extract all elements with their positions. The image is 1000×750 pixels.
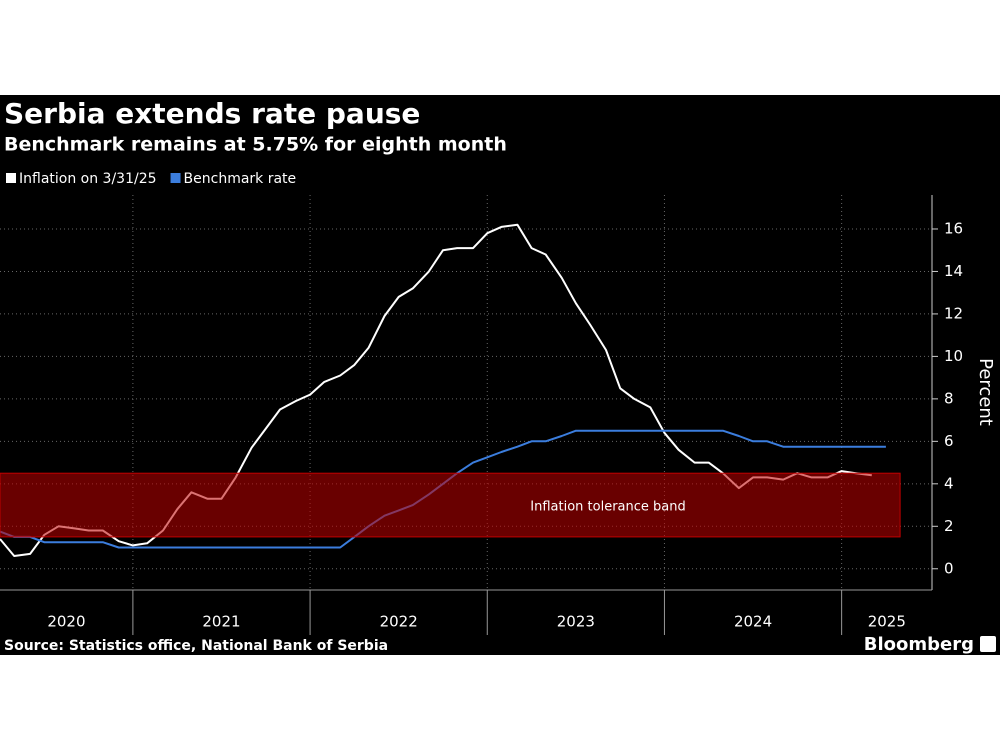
legend-swatch [170,173,181,183]
chart-subtitle: Benchmark remains at 5.75% for eighth mo… [4,134,507,156]
x-tick-label: 2022 [380,613,418,631]
tolerance-band [0,472,901,538]
y-axis-label: Percent [975,358,996,426]
axes: 0 2 4 6 8 10 12 14 16 Percent 2020 2021 2022 2023 2024… [0,195,996,635]
legend-swatch [6,173,16,183]
band-label: Inflation tolerance band [530,500,685,515]
y-tick-label: 12 [944,304,963,322]
source: Source: Statistics office, National Bank… [4,638,388,654]
y-tick-label: 16 [944,219,963,237]
x-tick-label: 2020 [47,613,85,631]
legend: Inflation on 3/31/25 Benchmark rate [6,171,296,187]
x-tick-label: 2021 [202,613,240,631]
brand: Bloomberg [864,634,974,655]
legend-label: Inflation on 3/31/25 [19,171,157,187]
y-tick-label: 2 [944,517,954,535]
band-group: Inflation tolerance band [0,472,901,538]
brand-logo [980,636,996,652]
x-tick-label: 2024 [734,613,772,631]
legend-label: Benchmark rate [184,171,297,187]
y-tick-label: 0 [944,559,954,577]
background [0,95,1000,655]
y-tick-label: 6 [944,432,954,450]
y-tick-label: 8 [944,389,954,407]
y-tick-label: 4 [944,474,954,492]
y-tick-label: 14 [944,262,963,280]
x-tick-label: 2025 [868,613,906,631]
x-tick-label: 2023 [557,613,595,631]
y-tick-label: 10 [944,347,963,365]
chart-title: Serbia extends rate pause [4,97,420,130]
